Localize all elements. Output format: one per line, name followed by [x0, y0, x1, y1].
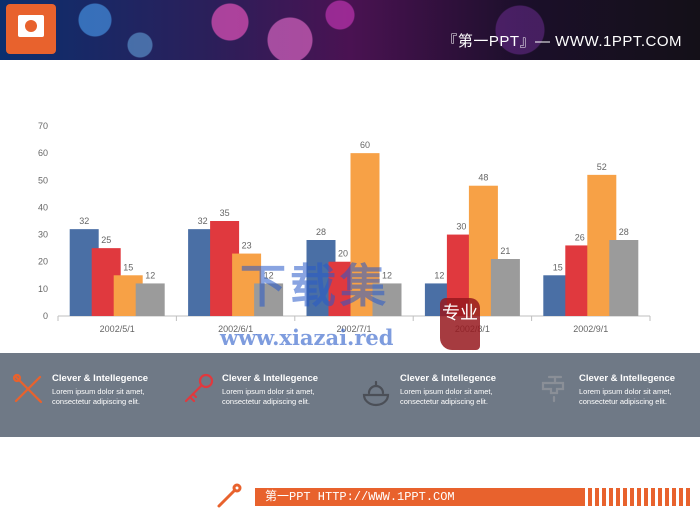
watermark-seal: 专业 [440, 298, 480, 350]
watermark-url: www.xiazai.red [220, 325, 394, 350]
data-label: 12 [382, 270, 392, 280]
data-label: 12 [434, 270, 444, 280]
data-label: 15 [123, 262, 133, 272]
feature-desc: Lorem ipsum dolor sit amet, consectetur … [579, 387, 672, 406]
data-label: 32 [198, 216, 208, 226]
bar [254, 283, 284, 316]
watermark-text: 下载集 [240, 259, 390, 313]
feature-item: Clever & Intellegence Lorem ipsum dolor … [174, 369, 344, 419]
data-label: 35 [220, 208, 230, 218]
header-banner: 『第一PPT』— WWW.1PPT.COM [0, 0, 700, 60]
footer-url-bar: 第一PPT HTTP://WWW.1PPT.COM [255, 488, 585, 506]
bar [609, 240, 639, 316]
data-label: 30 [456, 222, 466, 232]
y-tick-label: 70 [38, 121, 48, 131]
feature-title: Clever & Intellegence [400, 373, 497, 384]
tools-icon [12, 373, 43, 404]
food-dish-icon [362, 380, 390, 407]
bar [372, 283, 402, 316]
feature-title: Clever & Intellegence [52, 373, 149, 384]
data-label: 25 [101, 235, 111, 245]
data-label: 20 [338, 249, 348, 259]
powerpoint-logo-icon [6, 4, 56, 54]
data-label: 15 [553, 262, 563, 272]
bar [135, 283, 165, 316]
data-label: 48 [478, 173, 488, 183]
feature-band: Clever & Intellegence Lorem ipsum dolor … [0, 353, 700, 437]
pencil-logo-icon [217, 483, 242, 508]
y-tick-label: 40 [38, 202, 48, 212]
data-label: 52 [597, 162, 607, 172]
data-label: 28 [619, 227, 629, 237]
y-tick-label: 60 [38, 148, 48, 158]
data-label: 26 [575, 232, 585, 242]
chart-area: 0 10 20 30 40 50 60 70 32 25 15 12 2002/5/1 32 35 23 12 2… [0, 110, 700, 340]
bar-chart: 0 10 20 30 40 50 60 70 32 25 15 12 2002/5/1 32 35 23 12 2… [38, 121, 651, 334]
data-label: 21 [500, 246, 510, 256]
faucet-icon [541, 375, 565, 403]
feature-title: Clever & Intellegence [222, 373, 319, 384]
feature-item: Clever & Intellegence Lorem ipsum dolor … [531, 369, 700, 419]
data-label: 12 [264, 270, 274, 280]
feature-item: Clever & Intellegence Lorem ipsum dolor … [4, 369, 174, 419]
x-tick-label: 2002/5/1 [100, 324, 135, 334]
header-title: 『第一PPT』— WWW.1PPT.COM [442, 33, 682, 50]
feature-title: Clever & Intellegence [579, 373, 676, 384]
data-label: 32 [79, 216, 89, 226]
bar [490, 259, 520, 316]
x-tick-label: 2002/7/1 [336, 324, 371, 334]
y-tick-label: 50 [38, 175, 48, 185]
feature-desc: Lorem ipsum dolor sit amet, consectetur … [222, 387, 315, 406]
x-tick-label: 2002/6/1 [218, 324, 253, 334]
y-tick-label: 0 [43, 311, 48, 321]
key-icon [184, 373, 214, 403]
y-tick-label: 10 [38, 284, 48, 294]
feature-desc: Lorem ipsum dolor sit amet, consectetur … [52, 387, 145, 406]
feature-item: Clever & Intellegence Lorem ipsum dolor … [352, 369, 522, 419]
footer-stripes [588, 488, 694, 506]
x-tick-label: 2002/9/1 [573, 324, 608, 334]
feature-desc: Lorem ipsum dolor sit amet, consectetur … [400, 387, 493, 406]
data-label: 60 [360, 140, 370, 150]
data-label: 12 [145, 270, 155, 280]
data-label: 23 [242, 241, 252, 251]
y-tick-label: 20 [38, 257, 48, 267]
data-label: 28 [316, 227, 326, 237]
y-tick-label: 30 [38, 230, 48, 240]
